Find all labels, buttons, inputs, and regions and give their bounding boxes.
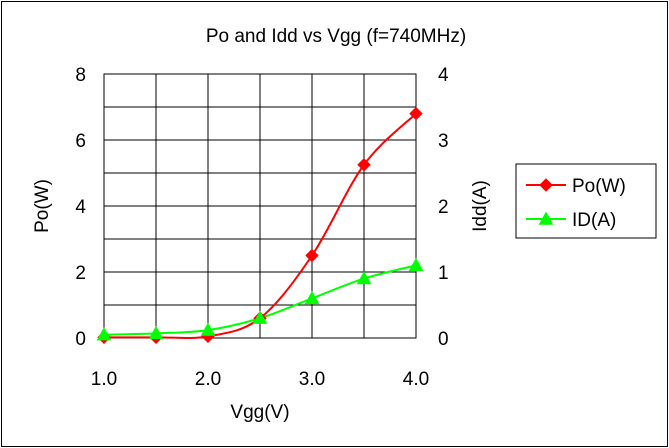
y-left-tick-label: 8: [75, 65, 86, 86]
y-right-axis-label: Idd(A): [470, 180, 491, 232]
x-axis-label: Vgg(V): [230, 402, 289, 423]
y-left-axis-label: Po(W): [32, 179, 53, 233]
y-right-tick-label: 4: [438, 65, 449, 86]
data-point-po: [357, 158, 371, 172]
data-point-id: [200, 322, 216, 336]
data-point-id: [304, 290, 320, 305]
x-tick-label: 4.0: [403, 369, 429, 390]
y-right-tick-label: 0: [438, 329, 449, 350]
data-point-id: [148, 325, 164, 340]
data-point-po: [409, 106, 423, 121]
grid: [104, 74, 416, 338]
series-markers: [96, 106, 424, 345]
y-right-tick-label: 1: [438, 263, 449, 284]
y-left-tick-label: 2: [75, 263, 86, 284]
y-left-tick-label: 6: [75, 131, 86, 152]
y-right-tick-labels: 0 1 2 3 4: [438, 65, 449, 350]
x-tick-label: 1.0: [91, 369, 117, 390]
chart-title: Po and Idd vs Vgg (f=740MHz): [206, 26, 466, 47]
y-right-tick-label: 2: [438, 197, 449, 218]
data-point-id: [252, 310, 268, 324]
x-tick-label: 3.0: [299, 369, 325, 390]
legend: Po(W) ID(A): [515, 163, 657, 239]
y-left-tick-label: 0: [75, 329, 86, 350]
x-tick-label: 2.0: [195, 369, 221, 390]
data-point-id: [96, 327, 112, 341]
legend-label-id: ID(A): [572, 210, 616, 231]
data-point-id: [356, 271, 372, 285]
legend-label-po: Po(W): [572, 176, 626, 197]
legend-marker-po: [539, 178, 553, 192]
plot-area-border: [103, 73, 417, 339]
y-left-tick-label: 4: [75, 197, 86, 218]
legend-box: [515, 163, 657, 239]
y-left-tick-labels: 0 2 4 6 8: [75, 65, 86, 350]
data-point-id: [408, 257, 424, 272]
x-tick-labels: 1.0 2.0 3.0 4.0: [91, 369, 429, 390]
data-point-po: [305, 248, 319, 263]
y-right-tick-label: 3: [438, 131, 449, 152]
legend-marker-id: [538, 211, 554, 225]
